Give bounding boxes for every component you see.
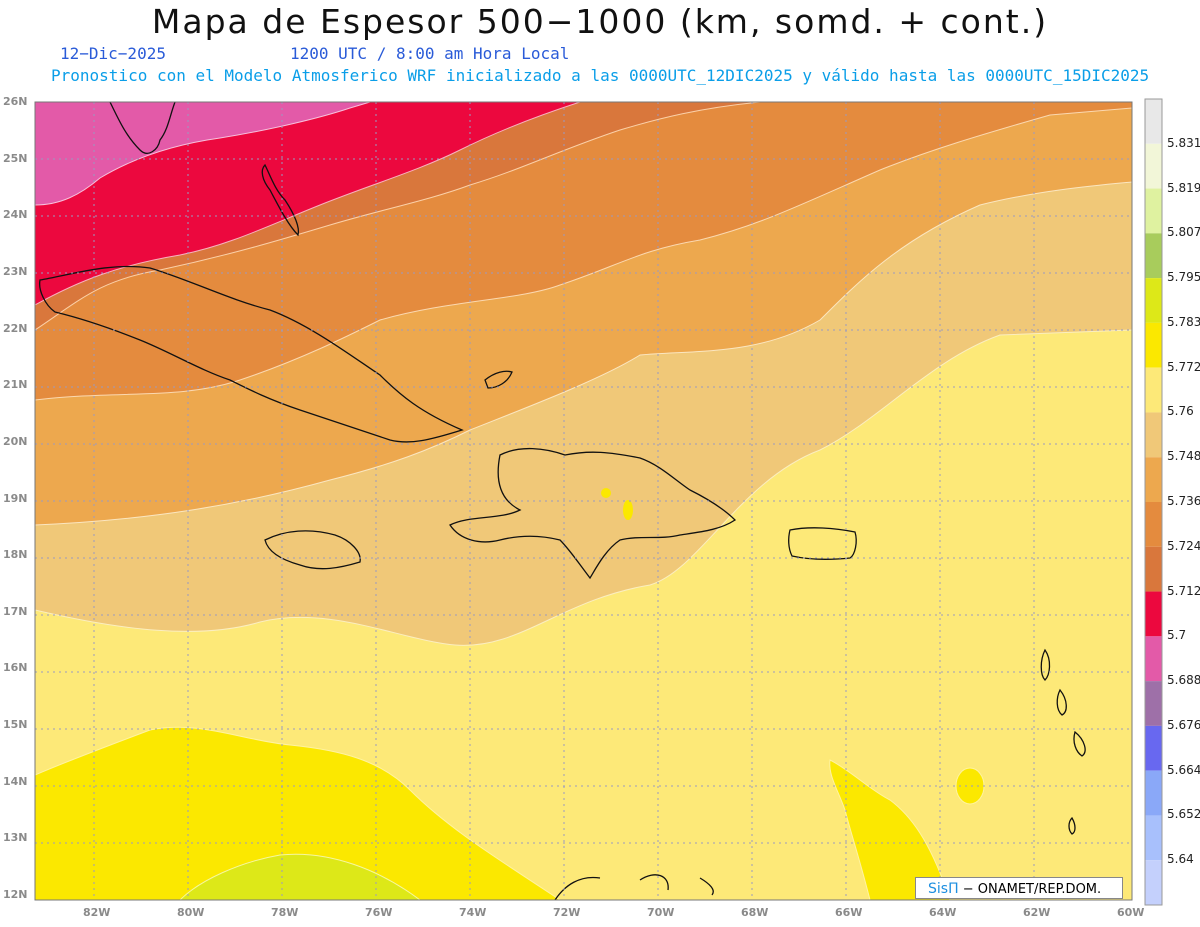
credit-text: − ONAMET/REP.DOM. — [958, 882, 1102, 897]
lon-tick-78w: 78W — [271, 906, 299, 919]
coast-lesser-antilles-1 — [1040, 648, 1051, 681]
lat-tick-25n: 25N — [3, 151, 28, 165]
colorbar-label: 5.795 — [1167, 270, 1200, 285]
map-title: Mapa de Espesor 500−1000 (km, somd. + co… — [151, 2, 1049, 41]
lon-tick-80w: 80W — [177, 906, 205, 919]
band-5-7 — [35, 102, 581, 306]
lon-tick-64w: 64W — [929, 906, 957, 919]
lat-tick-26n: 26N — [3, 95, 28, 108]
lat-tick-14n: 14N — [3, 774, 28, 788]
coast-south-america — [554, 874, 714, 900]
thickness-shading — [35, 102, 1132, 900]
lat-tick-23n: 23N — [3, 264, 28, 278]
coast-puerto-rico — [788, 527, 857, 560]
lat-tick-18n: 18N — [3, 548, 28, 562]
colorbar-label: 5.748 — [1167, 449, 1200, 464]
lat-tick-19n: 19N — [3, 491, 28, 505]
coast-turks — [484, 370, 513, 389]
lon-tick-66w: 66W — [835, 906, 863, 919]
colorbar-label: 5.676 — [1167, 717, 1200, 732]
lat-tick-16n: 16N — [3, 661, 28, 675]
coast-andros — [261, 163, 300, 237]
colorbar-swatch — [1145, 188, 1162, 234]
band-5-783-south — [35, 726, 561, 900]
forecast-date: 12−Dic−2025 — [60, 44, 166, 63]
colorbar-label: 5.831 — [1167, 135, 1200, 150]
cell-5-783-b — [623, 500, 633, 520]
colorbar-swatch — [1145, 143, 1162, 189]
colorbar-swatch — [1145, 591, 1162, 637]
graticule — [35, 102, 1132, 900]
lon-tick-62w: 62W — [1023, 906, 1051, 919]
coast-jamaica — [264, 530, 361, 570]
colorbar-label: 5.712 — [1167, 583, 1200, 598]
colorbar-swatch — [1145, 412, 1162, 458]
lat-tick-22n: 22N — [3, 321, 28, 335]
colorbar-label: 5.664 — [1167, 762, 1200, 777]
sispi-logo: SisΠ — [928, 881, 959, 897]
lat-tick-13n: 13N — [3, 831, 28, 845]
colorbar-label: 5.64 — [1167, 852, 1194, 867]
colorbar-label: 5.772 — [1167, 359, 1200, 374]
lon-tick-68w: 68W — [741, 906, 769, 919]
colorbar-label: 5.7 — [1167, 628, 1187, 643]
lon-tick-70w: 70W — [647, 906, 675, 919]
colorbar-swatch — [1145, 770, 1162, 816]
lat-tick-17n: 17N — [3, 604, 28, 618]
coast-hispaniola — [449, 447, 737, 580]
lat-tick-12n: 12N — [3, 888, 28, 901]
colorbar-swatch — [1145, 278, 1162, 323]
band-5-795-south — [179, 853, 421, 900]
coast-lesser-antilles-3 — [1073, 730, 1086, 757]
colorbar-swatch — [1145, 860, 1162, 905]
lon-tick-74w: 74W — [459, 906, 487, 919]
credit-box: SisΠ − ONAMET/REP.DOM. — [915, 877, 1123, 899]
colorbar-swatch — [1145, 367, 1162, 413]
lat-tick-21n: 21N — [3, 378, 28, 392]
lat-tick-20n: 20N — [3, 434, 28, 448]
lat-tick-15n: 15N — [3, 718, 28, 732]
coast-cuba — [39, 265, 464, 443]
colorbar-swatch — [1145, 681, 1162, 726]
colorbar-swatch — [1145, 233, 1162, 279]
colorbar-label: 5.807 — [1167, 225, 1200, 240]
lon-tick-72w: 72W — [553, 906, 581, 919]
colorbar-label: 5.688 — [1167, 673, 1200, 688]
colorbar-frame — [1144, 98, 1163, 906]
colorbar-label: 5.76 — [1167, 404, 1194, 419]
map-frame — [34, 101, 1133, 901]
colorbar-swatch — [1145, 457, 1162, 502]
colorbar-swatch — [1145, 546, 1162, 592]
colorbar-swatch — [1145, 322, 1162, 368]
colorbar-label: 5.783 — [1167, 314, 1200, 329]
coast-lesser-antilles-2 — [1056, 688, 1067, 716]
colorbar-swatch — [1145, 99, 1162, 144]
cell-5-783-c — [601, 488, 611, 498]
band-5-688 — [35, 102, 371, 206]
lon-tick-76w: 76W — [365, 906, 393, 919]
colorbar-swatch — [1145, 815, 1162, 861]
coastlines — [39, 102, 1086, 900]
colorbar-label: 5.819 — [1167, 180, 1200, 195]
colorbar-swatch — [1145, 636, 1162, 682]
lat-tick-24n: 24N — [3, 208, 28, 222]
forecast-time: 1200 UTC / 8:00 am Hora Local — [290, 44, 570, 63]
colorbar — [1144, 98, 1163, 906]
lon-tick-60w: 60W — [1117, 906, 1145, 919]
colorbar-label: 5.652 — [1167, 807, 1200, 822]
coast-florida — [109, 102, 176, 154]
model-info: Pronostico con el Modelo Atmosferico WRF… — [51, 66, 1150, 85]
coast-lesser-antilles-4 — [1068, 816, 1076, 835]
colorbar-label: 5.724 — [1167, 538, 1200, 553]
colorbar-swatch — [1145, 725, 1162, 771]
colorbar-label: 5.736 — [1167, 494, 1200, 508]
colorbar-swatch — [1145, 502, 1162, 547]
lon-tick-82w: 82W — [83, 906, 111, 919]
